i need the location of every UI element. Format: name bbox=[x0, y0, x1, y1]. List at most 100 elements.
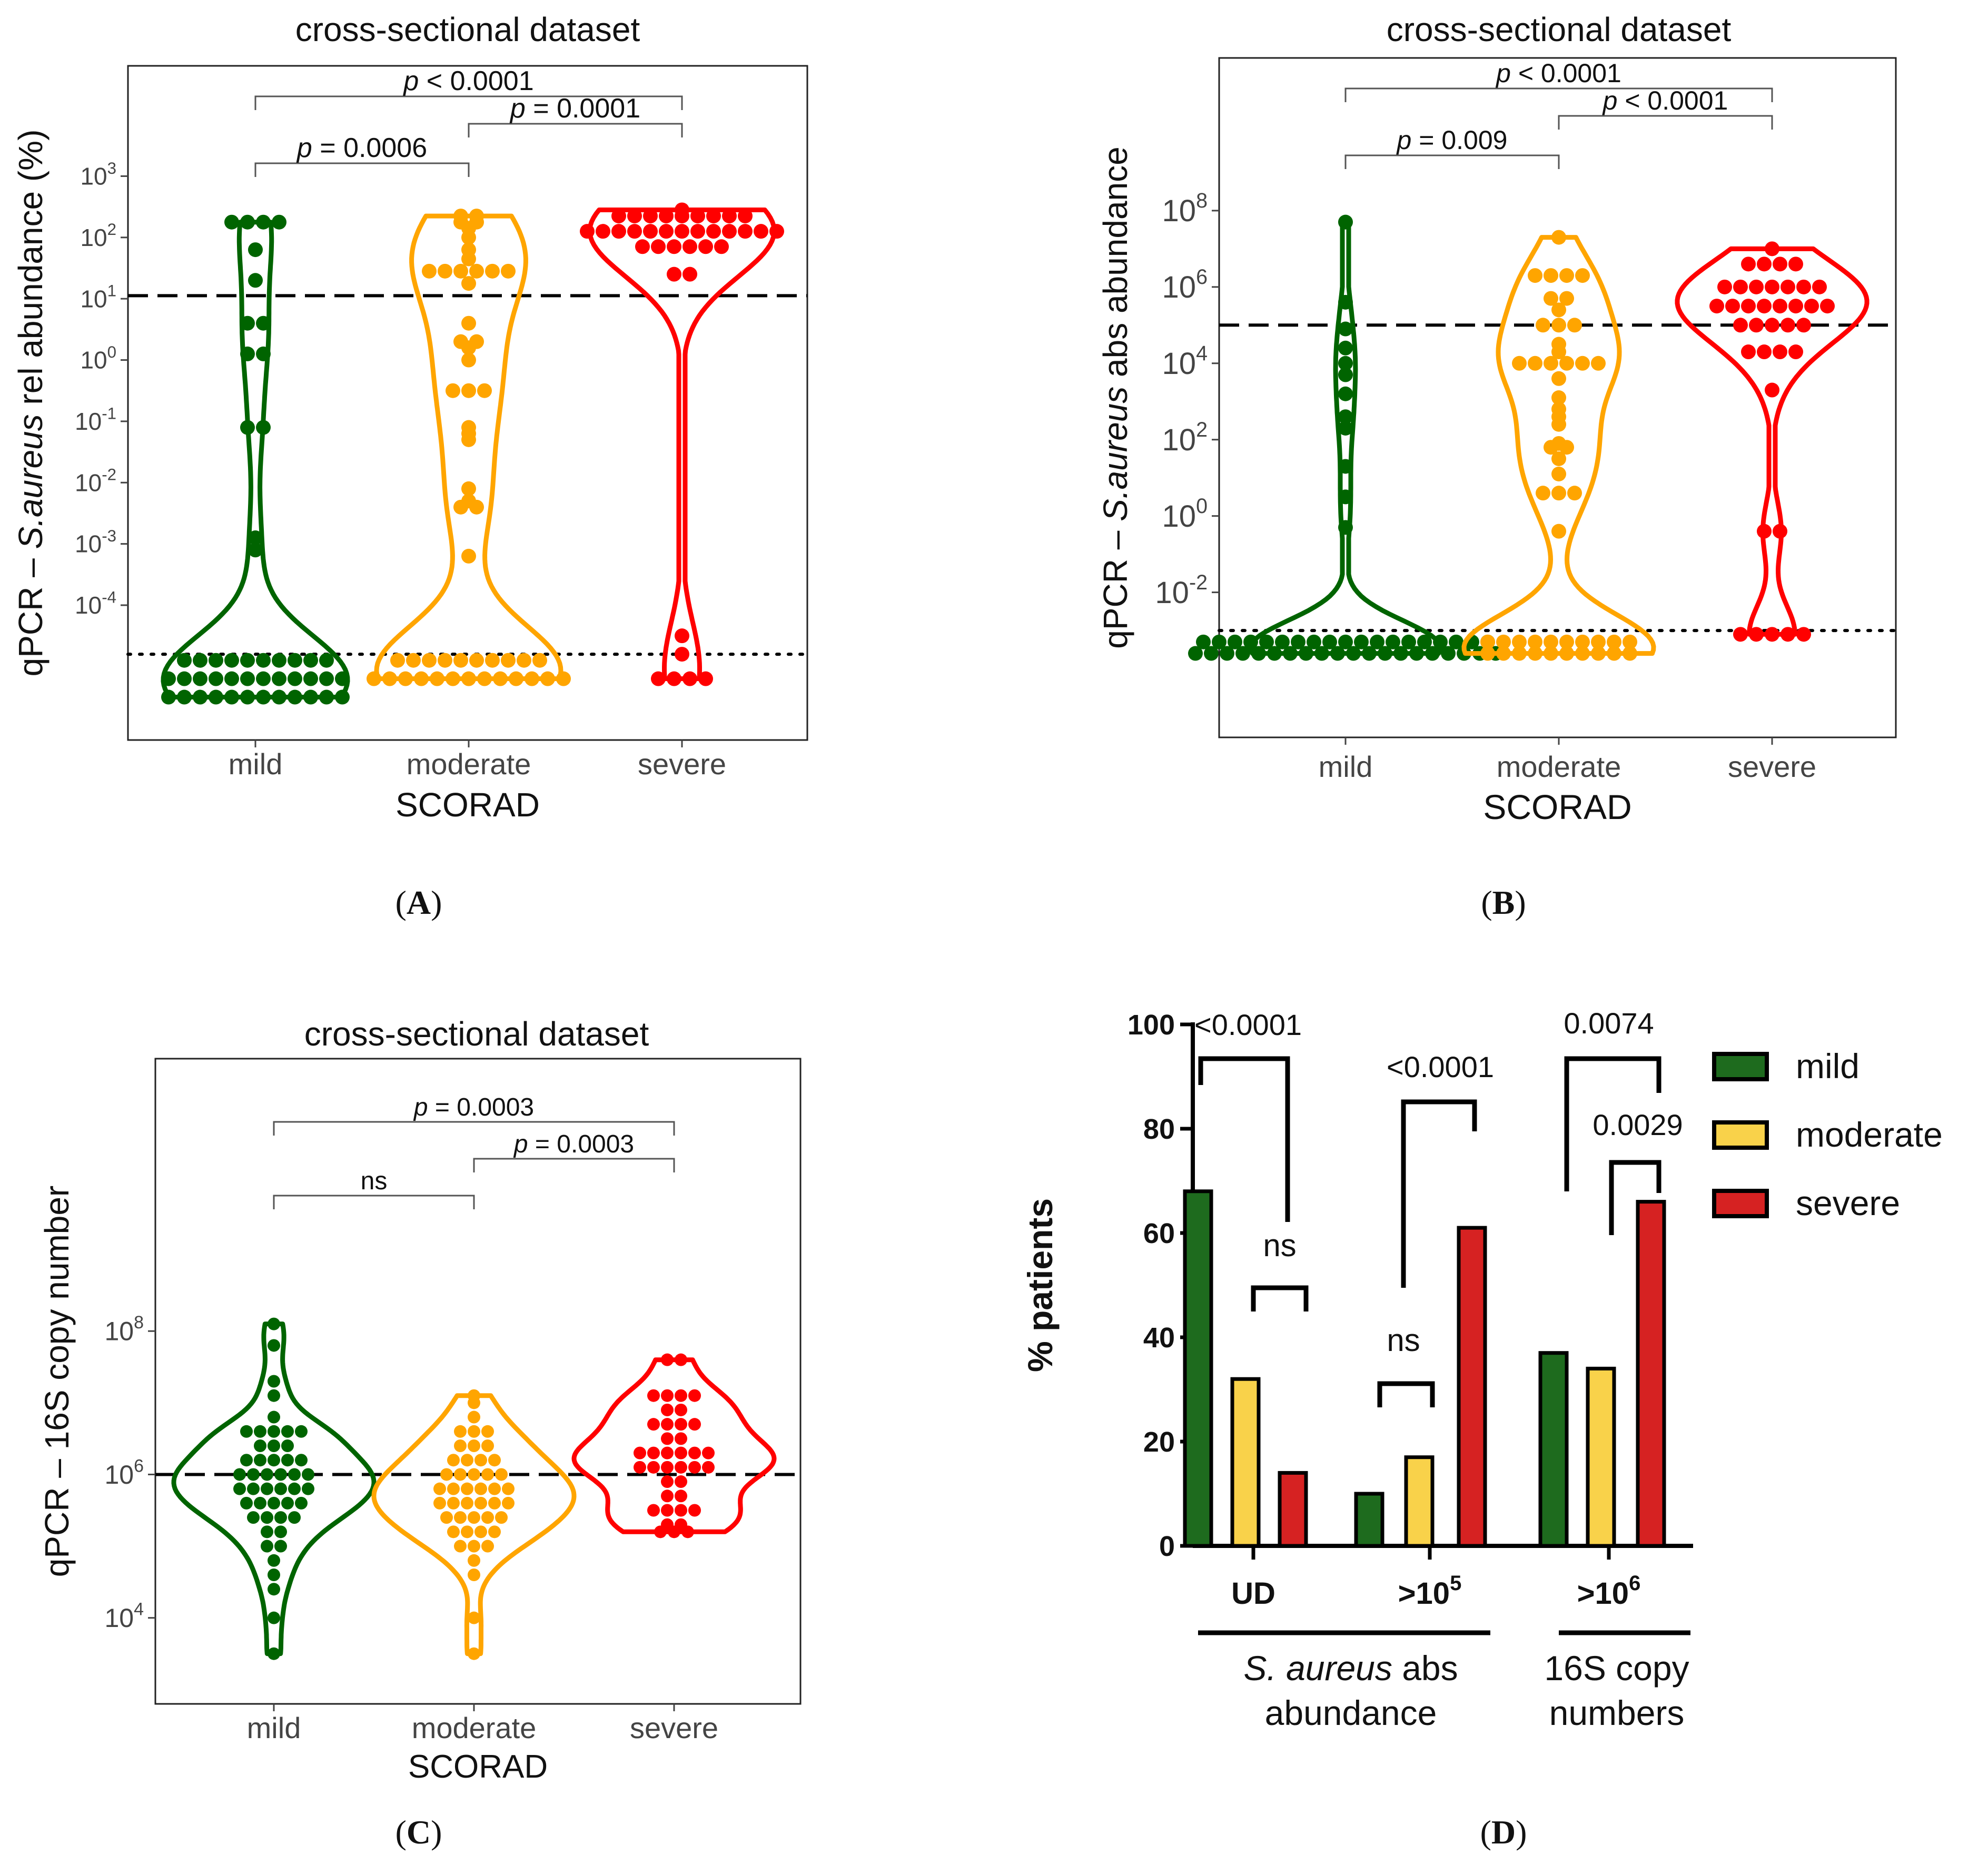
data-point-severe bbox=[675, 1353, 687, 1366]
data-point-moderate bbox=[509, 671, 523, 686]
data-point-severe bbox=[1820, 299, 1835, 314]
data-point-mild bbox=[288, 1468, 301, 1481]
data-point-mild bbox=[240, 420, 255, 435]
data-point-moderate bbox=[1559, 291, 1574, 306]
data-point-moderate bbox=[495, 1511, 508, 1524]
x-tick-label: UD bbox=[1231, 1576, 1275, 1611]
data-point-mild bbox=[288, 671, 302, 686]
panel-label-c: (C) bbox=[395, 1813, 442, 1851]
data-point-moderate bbox=[454, 1468, 467, 1481]
data-point-severe bbox=[1757, 257, 1772, 272]
data-point-moderate bbox=[1551, 417, 1566, 432]
data-point-moderate bbox=[1575, 634, 1590, 649]
data-point-severe bbox=[683, 671, 697, 686]
data-point-moderate bbox=[481, 1511, 494, 1524]
data-point-mild bbox=[1196, 634, 1211, 649]
data-point-moderate bbox=[469, 499, 484, 515]
data-point-moderate bbox=[461, 432, 476, 447]
x-axis-label: SCORAD bbox=[408, 1749, 548, 1785]
data-point-moderate bbox=[1496, 646, 1511, 661]
data-point-moderate bbox=[477, 671, 492, 686]
data-point-moderate bbox=[1544, 356, 1558, 371]
data-point-moderate bbox=[438, 653, 452, 668]
data-point-moderate bbox=[485, 653, 500, 668]
data-point-moderate bbox=[398, 671, 413, 686]
data-point-severe bbox=[1765, 318, 1779, 333]
data-point-severe bbox=[1804, 299, 1819, 314]
data-point-moderate bbox=[1528, 356, 1542, 371]
data-point-mild bbox=[274, 1511, 287, 1524]
data-point-moderate bbox=[438, 263, 452, 279]
data-point-severe bbox=[1796, 627, 1811, 642]
data-point-mild bbox=[177, 689, 192, 705]
x-tick-label: severe bbox=[630, 1711, 718, 1744]
bar-mild bbox=[1538, 1351, 1569, 1548]
data-point-moderate bbox=[390, 653, 405, 668]
x-axis-label: SCORAD bbox=[1483, 787, 1631, 826]
data-point-moderate bbox=[461, 251, 476, 267]
data-point-moderate bbox=[1551, 390, 1566, 405]
data-point-moderate bbox=[461, 230, 476, 245]
data-point-moderate bbox=[468, 1511, 480, 1524]
bar-mild bbox=[1354, 1492, 1384, 1548]
data-point-mild bbox=[1346, 646, 1361, 661]
data-point-mild bbox=[224, 653, 239, 668]
data-point-moderate bbox=[447, 1454, 460, 1467]
panel-c-violin-chart: cross-sectional dataset 104 106 108 qPCR – 1… bbox=[38, 1015, 802, 1785]
y-tick-label: 103 bbox=[80, 159, 116, 190]
data-point-moderate bbox=[1607, 634, 1621, 649]
data-point-severe bbox=[675, 647, 689, 662]
data-point-severe bbox=[661, 1403, 674, 1416]
bar-severe bbox=[1457, 1226, 1487, 1548]
legend-label-moderate: moderate bbox=[1796, 1115, 1943, 1154]
data-point-moderate bbox=[447, 1482, 460, 1495]
data-point-severe bbox=[706, 224, 721, 239]
significance-label: ns bbox=[1263, 1228, 1296, 1263]
data-point-moderate bbox=[474, 1454, 487, 1467]
data-point-mild bbox=[268, 1317, 280, 1330]
y-axis-label: qPCR – 16S copy number bbox=[38, 1186, 76, 1577]
data-point-mild bbox=[1251, 646, 1266, 661]
y-axis-label: % patients bbox=[1021, 1198, 1060, 1372]
data-point-moderate bbox=[469, 263, 484, 279]
data-point-mild bbox=[268, 1425, 280, 1438]
bar-mild bbox=[1183, 1189, 1213, 1548]
data-point-mild bbox=[240, 671, 255, 686]
y-tick-label: 0 bbox=[1159, 1531, 1175, 1562]
data-point-severe bbox=[647, 1504, 660, 1517]
significance-label: 0.0029 bbox=[1593, 1108, 1683, 1141]
data-point-severe bbox=[688, 1446, 701, 1459]
data-point-moderate bbox=[468, 1611, 480, 1624]
data-point-moderate bbox=[474, 1525, 487, 1538]
data-point-severe bbox=[1773, 299, 1787, 314]
data-point-mild bbox=[1220, 646, 1234, 661]
data-point-mild bbox=[261, 1482, 273, 1495]
bar-moderate bbox=[1404, 1455, 1435, 1548]
significance-bracket bbox=[1377, 1381, 1435, 1407]
data-point-severe bbox=[1741, 299, 1756, 314]
data-point-moderate bbox=[468, 1425, 480, 1438]
y-tick-label: 10-1 bbox=[75, 404, 116, 435]
data-point-mild bbox=[233, 1482, 246, 1495]
data-point-mild bbox=[268, 1554, 280, 1567]
data-point-severe bbox=[690, 209, 705, 224]
data-point-mild bbox=[261, 1540, 273, 1553]
data-point-moderate bbox=[1551, 230, 1566, 245]
data-point-mild bbox=[1417, 634, 1432, 649]
chart-title: cross-sectional dataset bbox=[295, 11, 640, 48]
data-point-mild bbox=[1228, 634, 1242, 649]
significance-label: ns bbox=[361, 1167, 388, 1195]
data-point-mild bbox=[240, 689, 255, 705]
data-point-mild bbox=[268, 1611, 280, 1624]
data-point-severe bbox=[754, 224, 768, 239]
significance-label: p = 0.0003 bbox=[413, 1093, 534, 1121]
data-point-severe bbox=[661, 1475, 674, 1488]
data-point-severe bbox=[1781, 318, 1795, 333]
data-point-moderate bbox=[367, 671, 381, 686]
data-point-moderate bbox=[1528, 646, 1542, 661]
data-point-mild bbox=[224, 214, 239, 230]
data-point-severe bbox=[661, 1389, 674, 1402]
data-point-severe bbox=[1749, 318, 1764, 333]
data-point-severe bbox=[1781, 279, 1795, 294]
data-point-severe bbox=[580, 224, 595, 239]
